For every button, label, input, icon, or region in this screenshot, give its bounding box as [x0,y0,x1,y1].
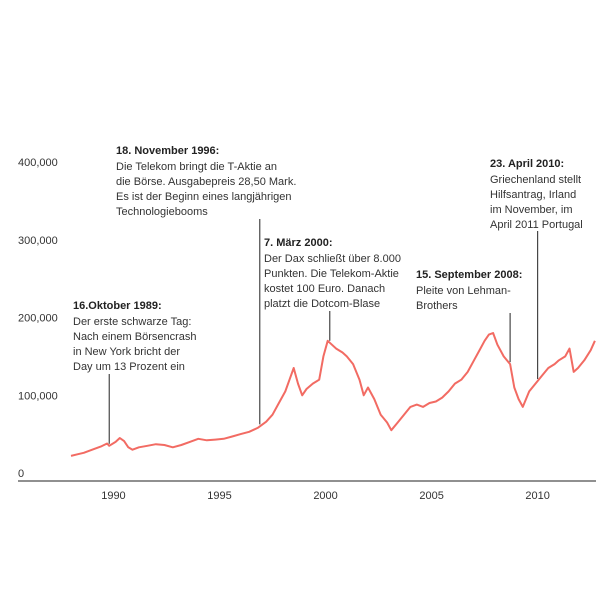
y-tick-label: 400,000 [18,157,58,169]
annotation-text-line: die Börse. Ausgabepreis 28,50 Mark. [116,176,296,188]
annotation-text-line: Hilfsantrag, Irland [490,189,576,201]
annotation-2010: 23. April 2010: Griechenland stellt Hilf… [490,158,583,231]
annotation-text-line: Die Telekom bringt die T-Aktie an [116,161,277,173]
x-tick-label: 1995 [207,490,231,502]
annotation-date: 18. November 1996: [116,145,219,157]
annotation-date: 15. September 2008: [416,269,522,281]
y-axis: 0 100,000 200,000 300,000 400,000 [18,157,58,480]
y-tick-label: 200,000 [18,313,58,325]
annotation-text-line: Day um 13 Prozent ein [73,361,185,373]
y-tick-label: 0 [18,468,24,480]
annotation-text-line: Der erste schwarze Tag: [73,316,191,328]
x-tick-label: 1990 [101,490,125,502]
x-axis: 1990 1995 2000 2005 2010 [101,490,550,502]
annotation-text-line: Der Dax schließt über 8.000 [264,253,401,265]
annotation-text-line: in New York bricht der [73,346,180,358]
series-line [70,332,596,457]
annotation-text-line: Nach einem Börsencrash [73,331,197,343]
annotation-date: 16.Oktober 1989: [73,300,162,312]
annotation-1996: 18. November 1996: Die Telekom bringt di… [116,145,296,218]
annotation-date: 23. April 2010: [490,158,564,170]
x-tick-label: 2005 [419,490,443,502]
annotation-text-line: kostet 100 Euro. Danach [264,283,385,295]
annotation-text-line: im November, im [490,204,573,216]
x-tick-label: 2010 [525,490,549,502]
annotation-date: 7. März 2000: [264,237,332,249]
annotation-2008: 15. September 2008: Pleite von Lehman- B… [416,269,522,312]
y-tick-label: 300,000 [18,235,58,247]
annotation-text-line: platzt die Dotcom-Blase [264,298,380,310]
annotation-leaders [108,219,539,444]
x-tick-label: 2000 [313,490,337,502]
y-tick-label: 100,000 [18,390,58,402]
annotation-text-line: Griechenland stellt [490,174,581,186]
annotation-text-line: April 2011 Portugal [490,219,583,231]
annotation-text-line: Es ist der Beginn eines langjährigen [116,191,292,203]
annotation-1989: 16.Oktober 1989: Der erste schwarze Tag:… [73,300,197,373]
annotation-2000: 7. März 2000: Der Dax schließt über 8.00… [264,237,401,310]
annotation-text-line: Punkten. Die Telekom-Aktie [264,268,399,280]
annotation-text-line: Technologiebooms [116,206,208,218]
annotation-text-line: Pleite von Lehman- [416,285,511,297]
annotation-text-line: Brothers [416,300,458,312]
